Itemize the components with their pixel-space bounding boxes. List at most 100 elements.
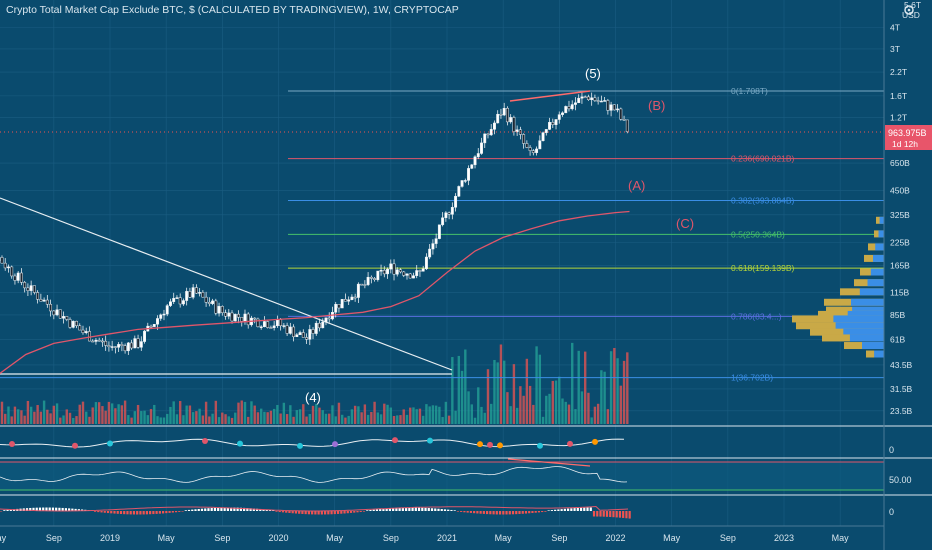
macd-bar — [171, 511, 174, 513]
macd-bar — [220, 507, 223, 511]
candle-body — [152, 324, 156, 327]
candle-body — [609, 104, 613, 111]
rsi-pane — [0, 458, 884, 491]
volume-bar — [230, 417, 234, 424]
volume-bar — [4, 413, 7, 424]
macd-bar — [145, 511, 148, 515]
candle-body — [117, 344, 121, 348]
candle-body — [266, 321, 270, 328]
volume-bar — [159, 417, 162, 424]
candle-body — [240, 316, 244, 322]
candle-body — [185, 291, 189, 301]
candle-body — [23, 282, 27, 289]
macd-bar — [165, 511, 168, 514]
candle-body — [52, 310, 56, 316]
macd-bar — [583, 507, 586, 511]
macd-bar — [541, 511, 544, 513]
macd-bar — [311, 511, 314, 515]
wave-label-a[interactable]: (A) — [628, 178, 645, 193]
candle-body — [405, 273, 409, 276]
fib-label: 0.786(83.4...) — [731, 311, 782, 321]
volume-bar — [130, 417, 133, 424]
vp-bar-value — [875, 243, 884, 251]
vp-bar-value — [879, 216, 884, 224]
volume-bar — [441, 416, 444, 424]
macd-bar — [573, 508, 576, 511]
macd-bar — [307, 511, 310, 515]
candle-body — [3, 262, 7, 269]
price-tick-label: 61B — [890, 335, 905, 345]
macd-bar — [223, 507, 226, 511]
candle-body — [347, 299, 351, 302]
candle-body — [321, 321, 325, 329]
macd-bar — [197, 508, 200, 511]
candle-body — [373, 278, 377, 280]
candle-body — [269, 327, 273, 329]
candle-body — [606, 100, 610, 111]
candle-body — [557, 114, 561, 120]
macd-bar — [424, 507, 427, 511]
volume-bar — [318, 407, 321, 424]
price-scale-labels[interactable]: 4T 3T 2.2T 1.6T 1.2T 650B 450B 325B 225B 165B 115B… — [890, 22, 913, 415]
wave-label-b[interactable]: (B) — [648, 98, 665, 113]
macd-bar — [336, 511, 340, 514]
time-tick-label: Sep — [214, 533, 230, 543]
volume-bar — [117, 404, 120, 424]
candle-body — [198, 292, 202, 294]
macd-bar — [64, 508, 67, 511]
price-scale-top: 5.6T — [904, 0, 921, 10]
time-tick-label: May — [158, 533, 176, 543]
signal-dot — [477, 441, 483, 448]
macd-bar — [622, 511, 625, 518]
volume-bar — [279, 413, 282, 424]
divergence-line[interactable] — [509, 90, 591, 102]
volume-bar — [68, 412, 72, 424]
candle-body — [288, 326, 292, 334]
candle-body — [165, 305, 169, 315]
volume-bar — [454, 410, 457, 424]
countdown-value: 1d 12h — [892, 139, 918, 149]
macd-bar — [139, 511, 142, 515]
volume-bar — [328, 413, 331, 424]
macd-bar — [35, 507, 38, 511]
macd-bar — [187, 509, 191, 511]
signal-dot — [537, 442, 543, 449]
volume-bar — [214, 400, 218, 424]
macd-bar — [38, 507, 42, 511]
volume-bar — [444, 401, 448, 424]
volume-profile — [792, 216, 884, 358]
candle-body — [340, 299, 344, 309]
candle-body — [68, 319, 72, 328]
candle-body — [162, 313, 166, 316]
candle-body — [178, 297, 182, 305]
candle-body — [356, 283, 360, 298]
volume-bar — [282, 402, 286, 424]
rsi-mid-label: 50.00 — [889, 475, 912, 485]
fib-retracement[interactable]: 0(1.708T) 0.236(690.021B) 0.382(393.884B) 0… — [0, 86, 884, 383]
macd-bar — [298, 511, 301, 514]
wave-label-c[interactable]: (C) — [676, 216, 694, 231]
candle-body — [292, 326, 296, 338]
volume-bar — [522, 395, 525, 424]
volume-bar — [65, 409, 68, 424]
volume-bar — [386, 404, 389, 424]
wave-label-5[interactable]: (5) — [585, 66, 601, 81]
volume-bar — [324, 413, 328, 424]
settings-gear-icon[interactable] — [904, 5, 914, 15]
macd-bar — [544, 511, 547, 512]
volume-bar — [178, 401, 182, 424]
time-axis-labels[interactable]: May Sep 2019 May Sep 2020 May Sep 2021 May Sep 2022… — [0, 533, 849, 543]
wave-label-4[interactable]: (4) — [305, 390, 321, 405]
macd-bar — [3, 510, 6, 511]
macd-bar — [168, 511, 171, 513]
price-tick-label: 85B — [890, 310, 905, 320]
candle-body — [272, 325, 276, 328]
volume-bar — [149, 409, 153, 424]
volume-bar — [626, 352, 629, 424]
macd-bar — [382, 508, 385, 511]
volume-bar — [551, 380, 554, 424]
candle-body — [126, 342, 130, 352]
trend-line[interactable] — [0, 197, 453, 371]
volume-bar — [606, 409, 610, 424]
